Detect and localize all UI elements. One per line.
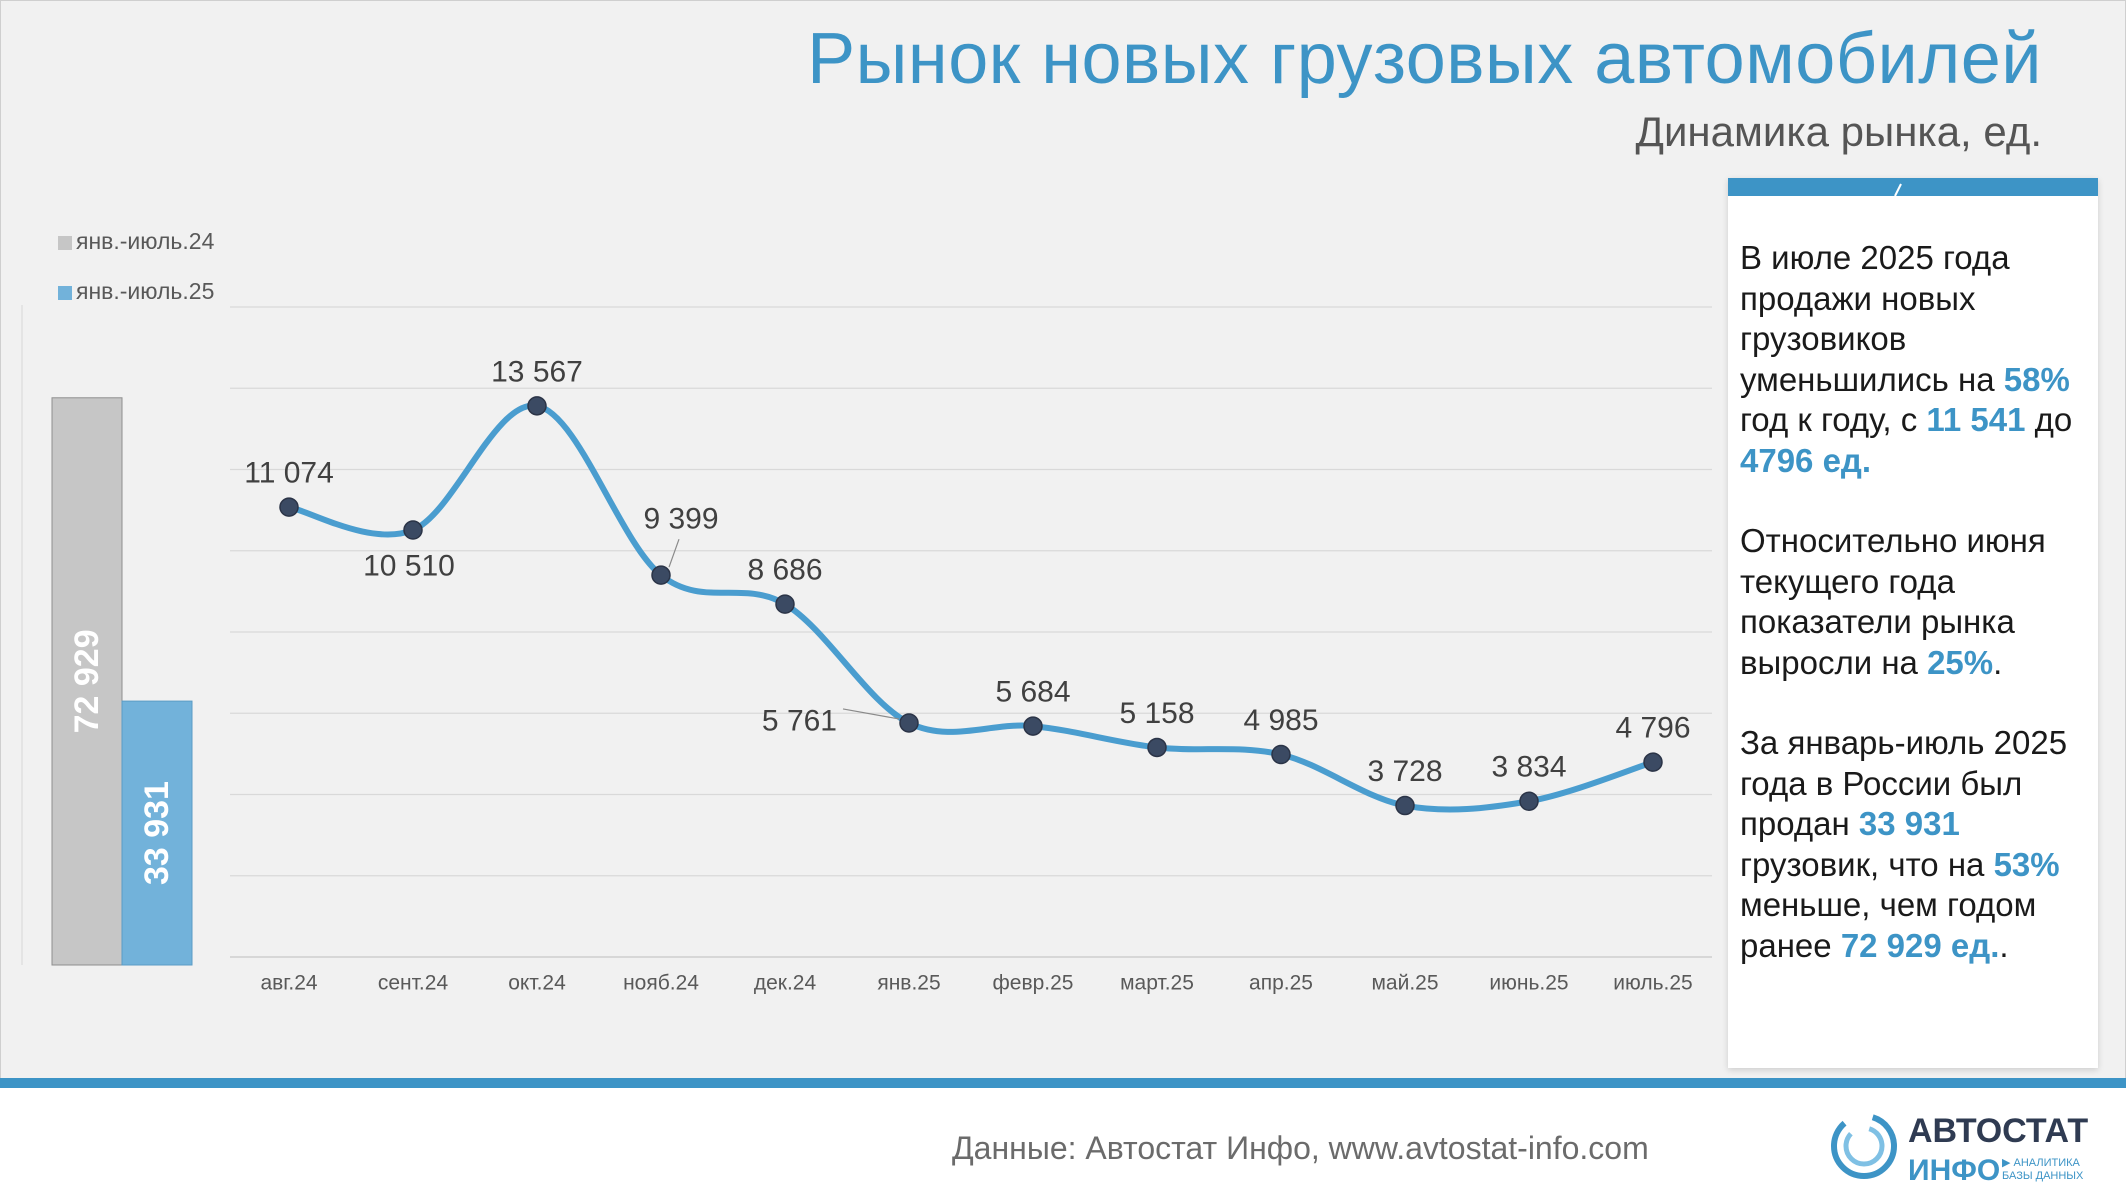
commentary-paragraph-2: Относительно июня текущего года показате… bbox=[1740, 522, 2046, 681]
data-point bbox=[527, 396, 547, 416]
x-tick-label: июнь.25 bbox=[1489, 972, 1568, 995]
data-point bbox=[1519, 791, 1539, 811]
data-label: 5 158 bbox=[1119, 697, 1194, 730]
data-label: 5 684 bbox=[995, 676, 1070, 709]
page-title: Рынок новых грузовых автомобилей bbox=[807, 19, 2042, 99]
x-tick-label: март.25 bbox=[1120, 972, 1194, 995]
series-line bbox=[288, 402, 1654, 813]
x-tick-label: нояб.24 bbox=[623, 972, 699, 995]
data-label: 4 796 bbox=[1615, 712, 1690, 745]
data-label: 10 510 bbox=[363, 550, 455, 583]
data-label: 8 686 bbox=[747, 554, 822, 587]
x-tick-label: июль.25 bbox=[1613, 972, 1692, 995]
x-tick-label: янв.25 bbox=[877, 972, 940, 995]
legend-item-2024: янв.-июль.24 bbox=[58, 228, 214, 255]
leader-line bbox=[668, 538, 680, 568]
bar-2025 bbox=[121, 700, 193, 966]
logo-tagline-2: БАЗЫ ДАННЫХ bbox=[2002, 1170, 2084, 1182]
footer-accent-bar bbox=[0, 1078, 2126, 1088]
logo-wordmark-bottom: ИНФО bbox=[1908, 1154, 2000, 1186]
data-point bbox=[899, 713, 919, 733]
data-point bbox=[1643, 752, 1663, 772]
commentary-text: В июле 2025 года продажи новых грузовико… bbox=[1740, 238, 2090, 1006]
x-tick-label: февр.25 bbox=[993, 972, 1074, 995]
leader-line bbox=[842, 708, 900, 720]
x-tick-label: авг.24 bbox=[260, 972, 317, 995]
legend-item-2025: янв.-июль.25 bbox=[58, 278, 214, 305]
data-point bbox=[279, 497, 299, 517]
data-label: 9 399 bbox=[643, 503, 718, 536]
legend-label-2025: янв.-июль.25 bbox=[76, 278, 215, 304]
data-label: 11 074 bbox=[244, 457, 334, 490]
ytd-bar-chart: 72 929 33 931 bbox=[21, 305, 193, 966]
data-point bbox=[1147, 737, 1167, 758]
data-label: 4 985 bbox=[1243, 704, 1318, 737]
x-tick-label: сент.24 bbox=[378, 972, 449, 995]
legend-swatch-2024 bbox=[58, 236, 72, 250]
bar-2024 bbox=[51, 397, 123, 966]
x-tick-label: дек.24 bbox=[754, 972, 817, 995]
x-tick-label: май.25 bbox=[1371, 972, 1438, 995]
x-tick-label: окт.24 bbox=[508, 972, 566, 995]
commentary-panel bbox=[1728, 178, 2098, 1068]
legend-label-2024: янв.-июль.24 bbox=[76, 228, 215, 254]
data-point bbox=[775, 594, 795, 614]
logo-wordmark-top: АВТОСТАТ bbox=[1908, 1112, 2088, 1150]
data-label: 5 761 bbox=[762, 704, 837, 737]
data-label: 3 728 bbox=[1367, 755, 1442, 788]
commentary-paragraph-1: В июле 2025 года продажи новых грузовико… bbox=[1740, 239, 2073, 479]
x-tick-label: апр.25 bbox=[1249, 972, 1313, 995]
data-point bbox=[1395, 795, 1415, 816]
commentary-paragraph-3: За январь-июль 2025 года в России был пр… bbox=[1740, 724, 2068, 964]
panel-tick-icon bbox=[1894, 183, 1902, 196]
page-subtitle: Динамика рынка, ед. bbox=[1635, 108, 2042, 155]
data-label: 13 567 bbox=[491, 355, 583, 388]
logo-tagline-1: ▶ АНАЛИТИКА bbox=[2002, 1157, 2081, 1169]
data-label: 3 834 bbox=[1491, 751, 1566, 784]
monthly-line-chart: 11 074 авг.24 10 510 сент.24 13 567 окт.24 9 3… bbox=[230, 306, 1712, 995]
data-point bbox=[1271, 744, 1291, 765]
data-point bbox=[1023, 716, 1043, 736]
avtostat-logo: АВТОСТАТ ИНФО ▶ АНАЛИТИКА БАЗЫ ДАННЫХ bbox=[1831, 1112, 2088, 1186]
bar-value-label-2024: 72 929 bbox=[68, 629, 106, 733]
data-point bbox=[651, 565, 671, 585]
source-credit: Данные: Автостат Инфо, www.avtostat-info… bbox=[952, 1130, 1649, 1166]
legend-swatch-2025 bbox=[58, 286, 72, 300]
footer bbox=[0, 1088, 2126, 1202]
bar-value-label-2025: 33 931 bbox=[138, 781, 176, 885]
data-point bbox=[403, 520, 423, 540]
